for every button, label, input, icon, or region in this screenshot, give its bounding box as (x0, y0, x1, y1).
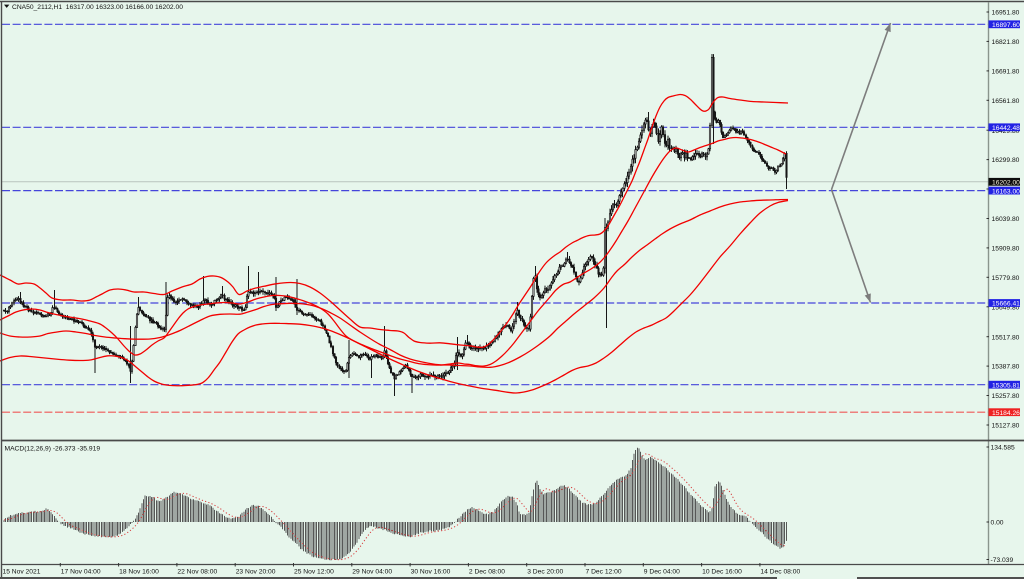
svg-text:22 Nov 08:00: 22 Nov 08:00 (177, 569, 217, 576)
svg-text:29 Nov 04:00: 29 Nov 04:00 (352, 569, 392, 576)
svg-text:16429.80: 16429.80 (992, 128, 1020, 135)
svg-text:16039.80: 16039.80 (992, 216, 1020, 223)
svg-text:0.00: 0.00 (991, 520, 1004, 527)
svg-text:3 Dec 20:00: 3 Dec 20:00 (527, 569, 563, 576)
svg-text:23 Nov 20:00: 23 Nov 20:00 (236, 569, 276, 576)
svg-text:15779.80: 15779.80 (992, 275, 1020, 282)
svg-text:15257.80: 15257.80 (992, 393, 1020, 400)
svg-text:10 Dec 16:00: 10 Dec 16:00 (702, 569, 742, 576)
svg-text:17 Nov 04:00: 17 Nov 04:00 (61, 569, 101, 576)
svg-text:25 Nov 12:00: 25 Nov 12:00 (294, 569, 334, 576)
svg-text:15305.81: 15305.81 (992, 382, 1020, 389)
svg-text:-73.039: -73.039 (991, 557, 1014, 564)
svg-text:15184.26: 15184.26 (992, 410, 1020, 417)
svg-text:134.585: 134.585 (991, 445, 1015, 452)
svg-text:16951.80: 16951.80 (992, 10, 1020, 17)
svg-text:16442.48: 16442.48 (992, 125, 1020, 132)
svg-text:2 Dec 08:00: 2 Dec 08:00 (469, 569, 505, 576)
svg-text:16561.80: 16561.80 (992, 98, 1020, 105)
svg-text:16163.00: 16163.00 (992, 188, 1020, 195)
svg-text:7 Dec 12:00: 7 Dec 12:00 (586, 569, 622, 576)
svg-text:15517.80: 15517.80 (992, 334, 1020, 341)
svg-text:16202.00: 16202.00 (992, 180, 1020, 187)
svg-text:9 Dec 04:00: 9 Dec 04:00 (644, 569, 680, 576)
svg-text:16299.80: 16299.80 (992, 157, 1020, 164)
svg-text:15909.80: 15909.80 (992, 246, 1020, 253)
svg-text:30 Nov 16:00: 30 Nov 16:00 (411, 569, 451, 576)
svg-text:15666.41: 15666.41 (992, 301, 1020, 308)
svg-text:15127.80: 15127.80 (992, 423, 1020, 430)
svg-text:15649.80: 15649.80 (992, 304, 1020, 311)
svg-text:CNA50_2112,H1 16317.00 16323.: CNA50_2112,H1 16317.00 16323.00 16166.00… (12, 4, 183, 11)
svg-text:MACD(12,26,9) -26.373 -35.919: MACD(12,26,9) -26.373 -35.919 (5, 446, 101, 453)
svg-text:16897.60: 16897.60 (992, 22, 1020, 29)
svg-text:15 Nov 2021: 15 Nov 2021 (3, 569, 41, 576)
svg-text:16821.80: 16821.80 (992, 39, 1020, 46)
svg-text:14 Dec 08:00: 14 Dec 08:00 (760, 569, 800, 576)
svg-text:18 Nov 16:00: 18 Nov 16:00 (119, 569, 159, 576)
svg-text:16691.80: 16691.80 (992, 69, 1020, 76)
svg-text:15387.80: 15387.80 (992, 364, 1020, 371)
